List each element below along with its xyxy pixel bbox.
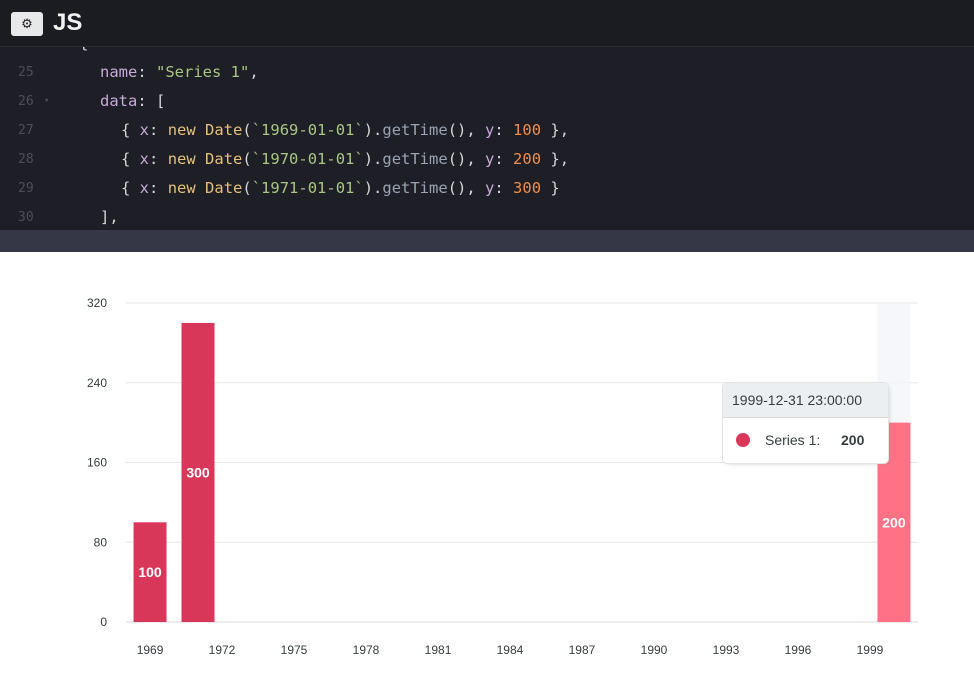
line-number: 26	[18, 94, 34, 109]
line-number: 27	[18, 123, 34, 138]
x-tick-label: 1987	[569, 643, 596, 657]
editor-header: ⚙ JS	[0, 0, 974, 47]
code-text: data: [	[100, 92, 166, 110]
code-content[interactable]: 24 {25 name: "Series 1", 26 ▾ data: [ 27 { x: n…	[0, 47, 974, 230]
y-tick-label: 240	[87, 376, 107, 390]
line-number: 24	[18, 47, 56, 58]
fold-toggle-icon[interactable]: ▾	[44, 96, 50, 106]
chart-bar	[133, 522, 167, 622]
gear-icon[interactable]: ⚙	[11, 12, 43, 36]
bar-data-label: 300	[186, 464, 210, 480]
x-tick-label: 1981	[425, 643, 452, 657]
language-label: JS	[53, 9, 83, 36]
tooltip-series-label: Series 1:	[765, 432, 821, 448]
bar-data-label: 100	[138, 564, 162, 580]
chart-bar	[181, 322, 215, 622]
tooltip-title: 1999-12-31 23:00:00	[723, 383, 888, 418]
tooltip-value: 200	[841, 432, 865, 448]
bar-chart: 0 80 160 240 320 1969 1972 1975 1978 1981 1984 1987…	[87, 296, 918, 657]
x-tick-label: 1999	[857, 643, 884, 657]
chart-tooltip: 1999-12-31 23:00:00 Series 1: 200	[722, 382, 889, 464]
tooltip-marker	[736, 433, 750, 447]
x-tick-label: 1993	[713, 643, 740, 657]
code-line: 29 { x: new Date(`1971-01-01`).getTime(),…	[0, 174, 974, 203]
x-tick-label: 1972	[209, 643, 236, 657]
chart-area: 0 80 160 240 320 1969 1972 1975 1978 1981 1984 1987…	[0, 252, 974, 676]
code-line: 26 ▾ data: [	[0, 87, 974, 116]
code-line: 27 { x: new Date(`1969-01-01`).getTime(),…	[0, 116, 974, 145]
code-text: { x: new Date(`1969-01-01`).getTime(), y…	[121, 121, 570, 139]
line-number: 28	[18, 152, 34, 167]
line-number: 30	[18, 210, 34, 225]
editor-scrollbar[interactable]	[0, 230, 974, 252]
x-tick-label: 1990	[641, 643, 668, 657]
code-text: { x: new Date(`1971-01-01`).getTime(), y…	[121, 179, 560, 197]
code-line: 28 { x: new Date(`1970-01-01`).getTime(),…	[0, 145, 974, 174]
y-tick-label: 160	[87, 456, 107, 470]
code-text: name: "Series 1",	[100, 63, 259, 81]
code-line: 24 {	[0, 47, 974, 58]
line-number: 25	[18, 65, 34, 80]
y-tick-label: 80	[94, 535, 108, 549]
line-number: 29	[18, 181, 34, 196]
tooltip-row: Series 1: 200	[723, 418, 888, 462]
y-tick-label: 320	[87, 296, 107, 310]
code-text: {	[79, 47, 88, 58]
code-editor[interactable]: ⚙ JS 24 {25 name: "Series 1", 26 ▾ data: [ 27 {…	[0, 0, 974, 252]
code-line: 30],	[0, 203, 974, 230]
x-tick-label: 1978	[353, 643, 380, 657]
x-tick-label: 1996	[785, 643, 812, 657]
x-tick-label: 1969	[137, 643, 164, 657]
code-text: ],	[100, 208, 119, 226]
code-line: 25 name: "Series 1",	[0, 58, 974, 87]
code-text: { x: new Date(`1970-01-01`).getTime(), y…	[121, 150, 570, 168]
x-tick-label: 1975	[281, 643, 308, 657]
x-tick-label: 1984	[497, 643, 524, 657]
y-tick-label: 0	[100, 615, 107, 629]
bar-data-label: 200	[882, 514, 906, 530]
